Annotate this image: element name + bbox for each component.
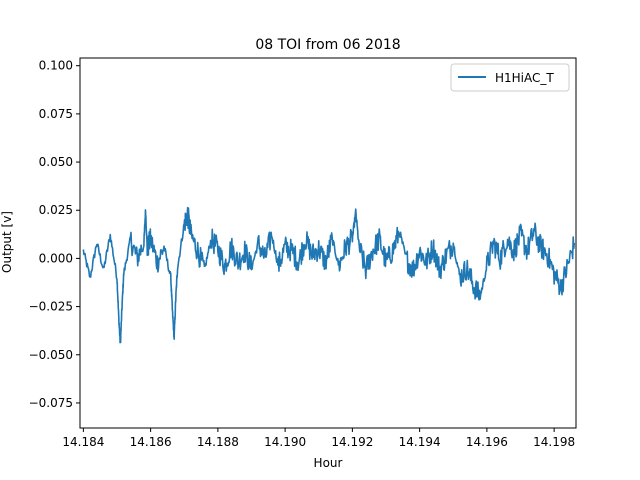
x-tick-label: 14.190 (264, 435, 306, 449)
legend: H1HiAC_T (450, 63, 570, 92)
x-tick-label: 14.192 (331, 435, 373, 449)
x-tick-label: 14.188 (197, 435, 239, 449)
series-layer (82, 206, 576, 344)
plot-frame (79, 57, 577, 429)
x-axis-label: Hour (314, 456, 343, 470)
x-tick-label: 14.186 (130, 435, 172, 449)
legend-box (450, 63, 570, 92)
y-tick-label: −0.075 (29, 396, 73, 410)
x-tick-label: 14.198 (533, 435, 575, 449)
legend-label-h1hiac-t: H1HiAC_T (495, 71, 554, 85)
ticks-layer: 14.184 14.186 14.188 14.190 14.192 14.194 14.1… (29, 59, 576, 449)
chart-title: 08 TOI from 06 2018 (255, 37, 400, 53)
y-tick-label: 0.050 (39, 155, 73, 169)
series-line-h1hiac-t (82, 206, 576, 344)
x-tick-label: 14.196 (466, 435, 508, 449)
y-tick-label: −0.025 (29, 300, 73, 314)
y-tick-label: 0.000 (39, 251, 73, 265)
x-tick-label: 14.184 (62, 435, 104, 449)
y-tick-label: 0.025 (39, 203, 73, 217)
y-tick-label: 0.100 (39, 59, 73, 73)
y-tick-label: 0.075 (39, 107, 73, 121)
x-tick-label: 14.194 (399, 435, 441, 449)
y-tick-label: −0.050 (29, 348, 73, 362)
y-axis-label: Output [v] (0, 211, 14, 273)
